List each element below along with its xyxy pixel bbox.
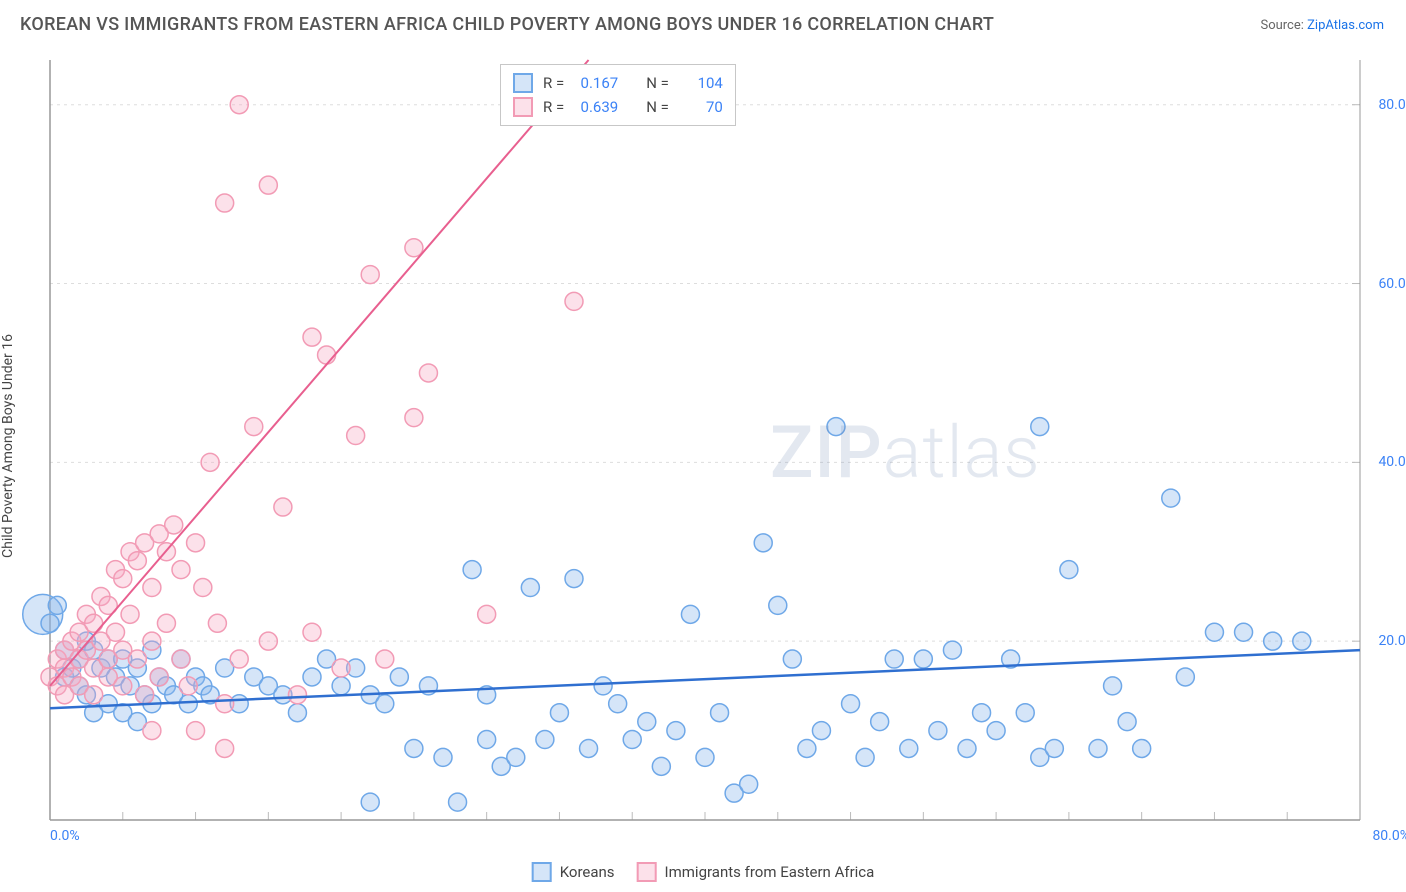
chart-title: KOREAN VS IMMIGRANTS FROM EASTERN AFRICA… bbox=[20, 14, 994, 35]
x-tick-label-min: 0.0% bbox=[50, 828, 80, 844]
series-swatch bbox=[513, 97, 533, 117]
n-value: 70 bbox=[679, 95, 723, 119]
scatter-plot-svg bbox=[50, 60, 1360, 820]
legend-label: Koreans bbox=[560, 863, 615, 881]
n-label: N = bbox=[646, 71, 669, 95]
legend: Koreans Immigrants from Eastern Africa bbox=[532, 862, 875, 882]
legend-swatch bbox=[532, 862, 552, 882]
legend-item: Immigrants from Eastern Africa bbox=[637, 862, 875, 882]
y-tick-label: 60.0% bbox=[1378, 276, 1406, 292]
n-label: N = bbox=[646, 95, 669, 119]
stats-row: R = 0.639 N = 70 bbox=[513, 95, 723, 119]
x-tick-label-max: 80.0% bbox=[1372, 828, 1406, 844]
y-tick-label: 40.0% bbox=[1378, 454, 1406, 470]
r-value: 0.639 bbox=[574, 95, 618, 119]
r-label: R = bbox=[543, 95, 564, 119]
source-prefix: Source: bbox=[1260, 18, 1307, 33]
series-swatch bbox=[513, 73, 533, 93]
plot-area: ZIPatlas R =0.167N =104R =0.639N =70 20.… bbox=[50, 60, 1360, 820]
y-axis-label: Child Poverty Among Boys Under 16 bbox=[0, 334, 16, 558]
legend-swatch bbox=[637, 862, 657, 882]
correlation-stats-box: R = 0.167 N = 104 R = 0.639 N = 70 bbox=[500, 64, 736, 126]
r-value: 0.167 bbox=[574, 71, 618, 95]
stats-row: R = 0.167 N = 104 bbox=[513, 71, 723, 95]
y-tick-label: 80.0% bbox=[1378, 97, 1406, 113]
legend-label: Immigrants from Eastern Africa bbox=[665, 863, 875, 881]
y-tick-label: 20.0% bbox=[1378, 633, 1406, 649]
r-label: R = bbox=[543, 71, 564, 95]
source-link[interactable]: ZipAtlas.com bbox=[1307, 18, 1384, 33]
legend-item: Koreans bbox=[532, 862, 615, 882]
n-value: 104 bbox=[679, 71, 723, 95]
source-attribution: Source: ZipAtlas.com bbox=[1260, 18, 1384, 33]
